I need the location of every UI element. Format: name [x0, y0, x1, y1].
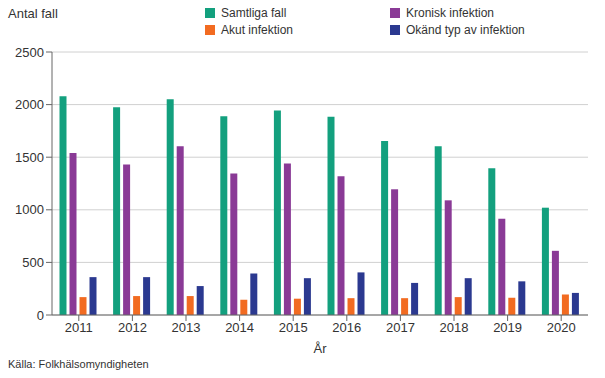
svg-text:2019: 2019	[493, 320, 522, 335]
svg-text:2012: 2012	[118, 320, 147, 335]
svg-text:0: 0	[37, 308, 44, 323]
svg-text:2500: 2500	[15, 45, 44, 60]
svg-text:500: 500	[22, 255, 44, 270]
svg-text:1000: 1000	[15, 202, 44, 217]
svg-text:2014: 2014	[225, 320, 254, 335]
svg-text:År: År	[314, 341, 328, 355]
svg-text:2016: 2016	[332, 320, 361, 335]
svg-text:2000: 2000	[15, 97, 44, 112]
svg-text:2013: 2013	[172, 320, 201, 335]
html-text:Kronisk infektion: Kronisk infektion	[406, 6, 494, 20]
html-text:Samtliga fall: Samtliga fall	[221, 6, 287, 20]
svg-text:2017: 2017	[386, 320, 415, 335]
svg-text:2015: 2015	[279, 320, 308, 335]
html-text:Antal fall: Antal fall	[8, 6, 58, 21]
html-text:Akut infektion: Akut infektion	[221, 23, 293, 37]
html-text:Källa: Folkhälsomyndigheten: Källa: Folkhälsomyndigheten	[8, 358, 149, 370]
svg-text:1500: 1500	[15, 150, 44, 165]
svg-text:2018: 2018	[440, 320, 469, 335]
svg-text:2011: 2011	[65, 320, 93, 335]
svg-text:2020: 2020	[547, 320, 576, 335]
html-text:Okänd typ av infektion: Okänd typ av infektion	[406, 23, 525, 37]
